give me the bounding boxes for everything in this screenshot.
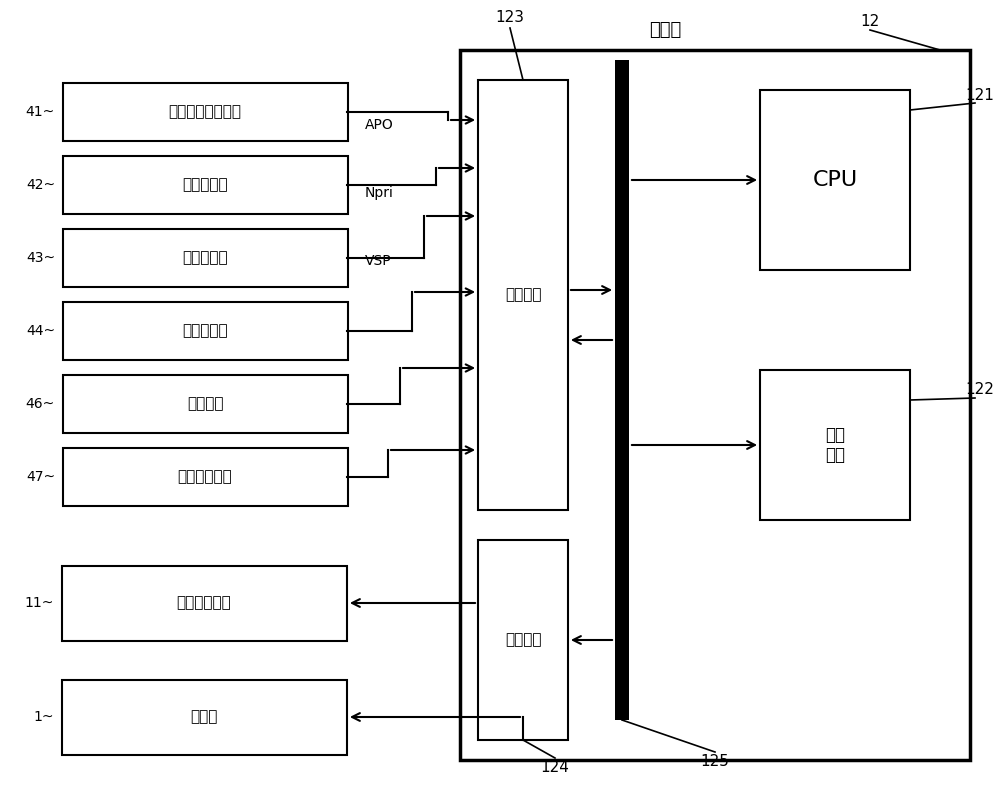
Text: 121: 121 <box>966 88 994 102</box>
Text: 转速传感器: 转速传感器 <box>182 177 228 193</box>
Text: 加速器开度传感器: 加速器开度传感器 <box>168 105 242 120</box>
Bar <box>62 566 347 641</box>
Text: 12: 12 <box>860 14 880 30</box>
Bar <box>63 83 348 141</box>
Bar <box>478 80 568 510</box>
Text: 制动器传感器: 制动器传感器 <box>178 470 232 484</box>
Text: 车速传感器: 车速传感器 <box>182 251 228 265</box>
Text: 存储
装置: 存储 装置 <box>825 426 845 464</box>
Bar <box>460 50 970 760</box>
Text: Npri: Npri <box>365 186 394 200</box>
Text: 41~: 41~ <box>26 105 55 119</box>
Text: 1~: 1~ <box>34 710 54 724</box>
Text: VSP: VSP <box>365 254 392 268</box>
Text: 输入接口: 输入接口 <box>505 288 541 303</box>
Bar <box>760 370 910 520</box>
Text: 控制器: 控制器 <box>649 21 681 39</box>
Text: 43~: 43~ <box>26 251 55 265</box>
Text: 输出接口: 输出接口 <box>505 633 541 647</box>
Bar <box>478 540 568 740</box>
Text: 47~: 47~ <box>26 470 55 484</box>
Bar <box>615 60 629 720</box>
Text: 125: 125 <box>701 754 729 769</box>
Text: 11~: 11~ <box>25 596 54 610</box>
Text: 123: 123 <box>496 10 524 26</box>
Bar <box>760 90 910 270</box>
Text: 档位开关: 档位开关 <box>187 396 223 411</box>
Text: 油压控制回路: 油压控制回路 <box>177 595 231 610</box>
Text: 122: 122 <box>966 383 994 397</box>
Text: 46~: 46~ <box>26 397 55 411</box>
Bar <box>63 448 348 506</box>
Text: 发动机: 发动机 <box>190 710 218 725</box>
Text: 124: 124 <box>541 761 569 776</box>
Text: APO: APO <box>365 118 394 132</box>
Bar <box>63 375 348 433</box>
Bar <box>63 156 348 214</box>
Bar <box>63 302 348 360</box>
Text: 油温传感器: 油温传感器 <box>182 324 228 339</box>
Bar <box>63 229 348 287</box>
Text: CPU: CPU <box>812 170 858 190</box>
Bar <box>62 680 347 755</box>
Text: 44~: 44~ <box>26 324 55 338</box>
Text: 42~: 42~ <box>26 178 55 192</box>
